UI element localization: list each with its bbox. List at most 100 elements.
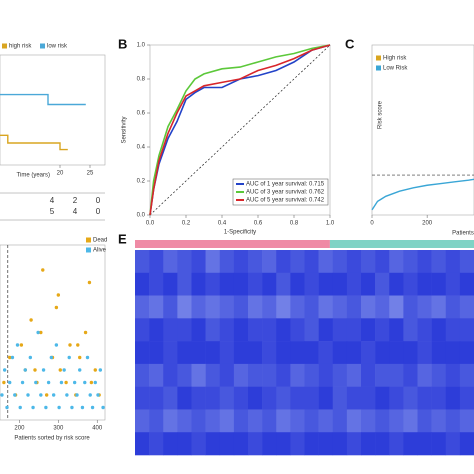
- series-line: [371, 178, 474, 211]
- plot-frame: [149, 44, 331, 216]
- scatter-point: [72, 380, 77, 385]
- heatmap-cell: [149, 272, 164, 296]
- heatmap-cell: [233, 318, 249, 342]
- scatter-point: [10, 355, 15, 360]
- heatmap-cell: [431, 363, 447, 387]
- heatmap-cell: [431, 409, 447, 433]
- x-tick-label: 0.2: [182, 221, 191, 227]
- heatmap-cell: [389, 318, 404, 342]
- heatmap-cell: [403, 341, 418, 365]
- scatter-point: [87, 280, 92, 285]
- heatmap-cell: [219, 272, 235, 296]
- heatmap-cell: [276, 250, 291, 274]
- legend-swatch: [40, 43, 45, 49]
- heatmap-cell: [163, 341, 178, 365]
- heatmap-cell: [149, 250, 164, 274]
- plot-frame: [371, 44, 474, 216]
- scatter-point: [68, 343, 72, 347]
- heatmap-cell: [205, 363, 221, 387]
- scatter-point: [70, 405, 74, 410]
- scatter-point: [15, 343, 20, 347]
- scatter-point: [46, 380, 51, 385]
- heatmap-cell: [304, 272, 319, 296]
- heatmap-cell: [219, 341, 235, 365]
- heatmap-cell: [163, 386, 178, 410]
- heatmap-cell: [135, 386, 150, 410]
- heatmap-cell: [163, 250, 178, 274]
- heatmap-cell: [233, 341, 249, 365]
- plot-frame: [0, 54, 106, 166]
- heatmap-cell: [177, 318, 192, 342]
- scatter-point: [98, 368, 103, 372]
- scatter-point: [67, 355, 71, 360]
- panel-letter: B: [118, 36, 127, 51]
- heatmap-cell: [135, 432, 150, 456]
- y-tick-label: 1.0: [137, 43, 146, 49]
- scatter-point: [2, 368, 7, 372]
- heatmap-cell: [346, 432, 362, 456]
- scatter-point: [36, 330, 40, 335]
- heatmap-cell: [219, 432, 235, 456]
- heatmap-cell: [205, 432, 221, 456]
- heatmap-cell: [135, 272, 150, 296]
- series-line: [0, 93, 86, 106]
- heatmap-cell: [445, 250, 461, 274]
- heatmap-cell: [459, 341, 474, 365]
- heatmap-cell: [417, 341, 432, 365]
- x-tick-label: 0.4: [218, 221, 227, 227]
- heatmap-cell: [219, 363, 235, 387]
- heatmap-cell: [163, 363, 178, 387]
- series-line: [149, 44, 331, 216]
- heatmap-cell: [389, 386, 404, 410]
- scatter-point: [41, 268, 45, 272]
- heatmap-cell: [459, 250, 474, 274]
- x-axis-label: 1-Specificity: [224, 230, 256, 236]
- heatmap-cell: [290, 432, 305, 456]
- heatmap-cell: [163, 432, 178, 456]
- heatmap-cell: [304, 250, 319, 274]
- heatmap-cell: [389, 341, 404, 365]
- scatter-point: [34, 380, 38, 385]
- heatmap-cell: [346, 363, 362, 387]
- heatmap-cell: [375, 295, 390, 319]
- legend-swatch: [376, 65, 381, 71]
- risk-table-cell: 4: [73, 207, 78, 216]
- heatmap-cell: [219, 295, 235, 319]
- y-tick-label: 0.0: [137, 213, 146, 219]
- heatmap-cell: [233, 295, 249, 319]
- scatter-point: [31, 405, 35, 410]
- heatmap-cell: [233, 386, 249, 410]
- heatmap-cell: [417, 409, 432, 433]
- heatmap-cell: [219, 250, 235, 274]
- scatter-point: [59, 380, 64, 385]
- heatmap-cell: [459, 432, 474, 456]
- heatmap-cell: [135, 409, 150, 433]
- heatmap-cell: [375, 250, 390, 274]
- heatmap-cell: [459, 409, 474, 433]
- y-tick-label: 0.8: [137, 77, 146, 83]
- heatmap-cell: [361, 363, 376, 387]
- legend-label: Dead: [93, 238, 107, 244]
- heatmap-cell: [262, 363, 277, 387]
- heatmap-cell: [191, 386, 206, 410]
- scatter-point: [90, 405, 95, 410]
- heatmap-cell: [191, 250, 206, 274]
- scatter-point: [39, 330, 43, 335]
- heatmap-cell: [459, 272, 474, 296]
- heatmap-cell: [346, 250, 362, 274]
- heatmap-cell: [445, 341, 461, 365]
- heatmap-cell: [219, 386, 235, 410]
- heatmap-cell: [233, 363, 249, 387]
- heatmap-cell: [431, 250, 447, 274]
- heatmap-cell: [346, 409, 362, 433]
- x-tick-label: 400: [92, 426, 103, 432]
- scatter-point: [54, 305, 59, 310]
- heatmap-cell: [191, 363, 206, 387]
- heatmap-cell: [431, 318, 447, 342]
- scatter-point: [80, 405, 85, 410]
- heatmap-cell: [149, 409, 164, 433]
- heatmap-cell: [177, 363, 192, 387]
- heatmap-cell: [389, 272, 404, 296]
- x-tick-label: 0.0: [146, 221, 155, 227]
- scatter-point: [0, 393, 4, 397]
